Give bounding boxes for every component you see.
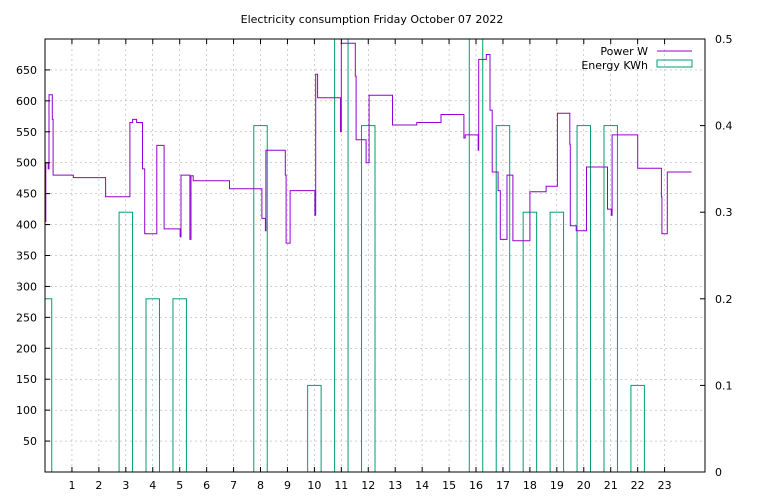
legend-energy-label: Energy KWh <box>581 59 648 72</box>
y-right-tick-label: 0.5 <box>715 33 733 46</box>
x-tick-label: 17 <box>496 479 510 492</box>
x-tick-label: 2 <box>95 479 102 492</box>
x-tick-label: 16 <box>469 479 483 492</box>
x-tick-label: 9 <box>284 479 291 492</box>
y-left-tick-label: 650 <box>16 64 37 77</box>
x-axis-ticks: 1 2 3 4 5 6 7 8 9 10 11 12 13 14 15 16 17 18 19 20 21 22 23 <box>68 39 672 492</box>
legend: Power W Energy KWh <box>581 45 693 72</box>
y-right-tick-label: 0.3 <box>715 206 733 219</box>
x-tick-label: 4 <box>149 479 156 492</box>
x-tick-label: 12 <box>361 479 375 492</box>
x-tick-label: 6 <box>203 479 210 492</box>
y-left-tick-label: 400 <box>16 219 37 232</box>
x-tick-label: 22 <box>631 479 645 492</box>
x-tick-label: 1 <box>68 479 75 492</box>
y-left-tick-label: 450 <box>16 188 37 201</box>
x-tick-label: 5 <box>176 479 183 492</box>
y-left-tick-label: 600 <box>16 95 37 108</box>
y-left-axis-ticks: 50 100 150 200 250 300 350 400 450 500 550 600 650 <box>16 64 50 448</box>
x-tick-label: 3 <box>122 479 129 492</box>
x-tick-label: 19 <box>550 479 564 492</box>
x-tick-label: 13 <box>388 479 402 492</box>
x-tick-label: 20 <box>577 479 591 492</box>
y-left-tick-label: 250 <box>16 311 37 324</box>
power-line <box>45 42 692 244</box>
x-tick-label: 23 <box>658 479 672 492</box>
x-tick-label: 15 <box>442 479 456 492</box>
x-tick-label: 7 <box>230 479 237 492</box>
y-left-tick-label: 200 <box>16 342 37 355</box>
x-tick-label: 18 <box>523 479 537 492</box>
y-left-tick-label: 350 <box>16 250 37 263</box>
y-left-tick-label: 150 <box>16 373 37 386</box>
y-left-tick-label: 500 <box>16 157 37 170</box>
x-tick-label: 8 <box>257 479 264 492</box>
y-right-tick-label: 0.4 <box>715 120 733 133</box>
chart-title: Electricity consumption Friday October 0… <box>241 13 504 26</box>
y-left-tick-label: 50 <box>23 435 37 448</box>
x-tick-label: 21 <box>604 479 618 492</box>
y-left-tick-label: 100 <box>16 404 37 417</box>
x-tick-label: 11 <box>334 479 348 492</box>
legend-energy-swatch <box>656 59 693 68</box>
x-tick-label: 14 <box>415 479 429 492</box>
y-right-tick-label: 0.2 <box>715 293 733 306</box>
y-right-tick-label: 0.1 <box>715 379 733 392</box>
y-left-tick-label: 550 <box>16 126 37 139</box>
y-right-axis-ticks: 0 0.1 0.2 0.3 0.4 0.5 <box>700 33 733 479</box>
y-left-tick-label: 300 <box>16 280 37 293</box>
legend-power-label: Power W <box>600 45 648 58</box>
y-right-tick-label: 0 <box>715 466 722 479</box>
x-tick-label: 10 <box>307 479 321 492</box>
power-series <box>45 42 692 244</box>
